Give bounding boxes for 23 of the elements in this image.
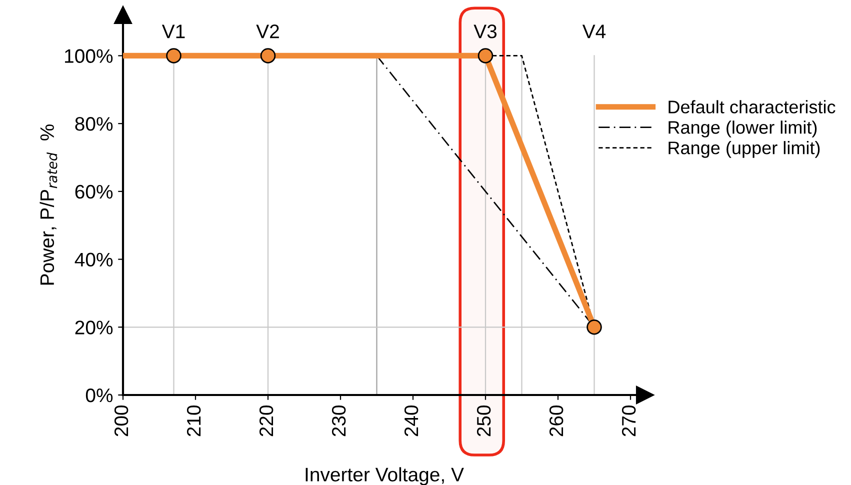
x-tick-label: 220	[259, 405, 274, 436]
ref-line-label: V2	[256, 24, 279, 38]
legend-label: Default characteristic	[668, 100, 836, 114]
y-tick-label: 0%	[86, 388, 113, 402]
x-axis-title: Inverter Voltage, V	[306, 467, 464, 485]
x-tick-label: 240	[404, 405, 418, 436]
y-tick-label: 80%	[75, 117, 113, 131]
x-tick-label: 210	[186, 405, 201, 436]
legend-label: Range (upper limit)	[668, 141, 820, 158]
y-tick-label: 100%	[65, 49, 113, 63]
x-tick-label: 270	[622, 405, 636, 436]
ref-line-label: V1	[162, 24, 185, 38]
ref-line-label: V3	[474, 24, 497, 38]
y-axis-title: Power, P/P$_{rated}$ %	[40, 124, 58, 285]
x-tick-label: 230	[332, 405, 346, 436]
ref-line-label: V4	[582, 24, 606, 38]
x-tick-label: 260	[549, 405, 564, 436]
y-tick-label: 60%	[75, 184, 113, 199]
y-tick-label: 20%	[75, 320, 113, 334]
x-tick-label: 200	[114, 405, 128, 436]
x-tick-label: 250	[476, 405, 491, 436]
y-tick-label: 40%	[74, 252, 113, 267]
legend-label: Range (lower limit)	[668, 120, 817, 138]
